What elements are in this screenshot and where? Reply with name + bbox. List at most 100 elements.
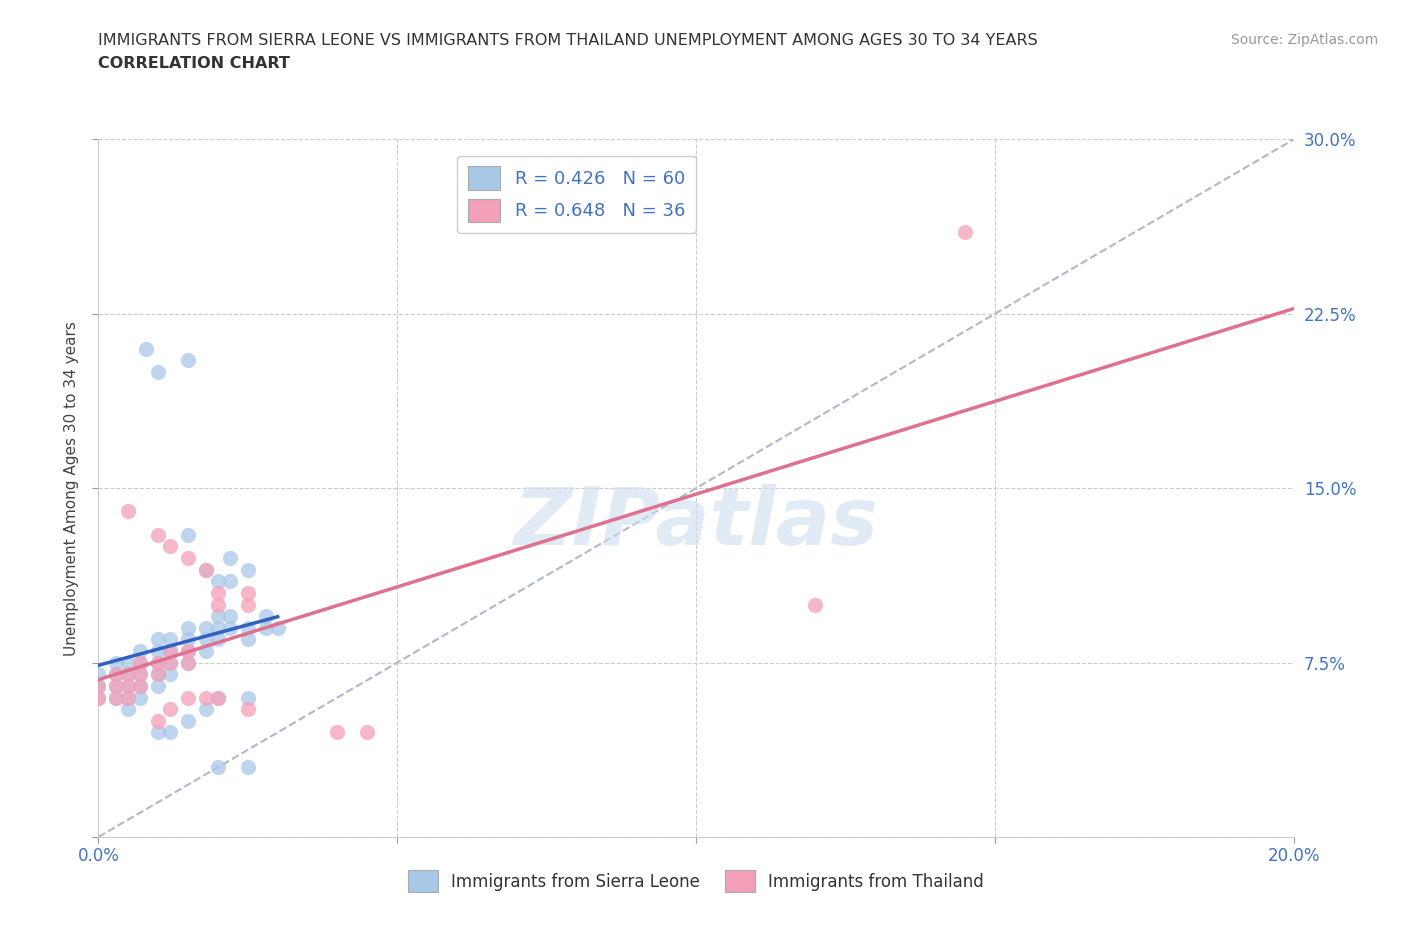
Point	[207, 690, 229, 705]
Point	[219, 609, 242, 624]
Point	[129, 667, 152, 682]
Point	[207, 597, 229, 612]
Point	[135, 341, 157, 356]
Point	[148, 365, 170, 379]
Point	[177, 713, 200, 728]
Point	[236, 632, 259, 647]
Point	[177, 690, 200, 705]
Point	[177, 527, 200, 542]
Point	[129, 667, 152, 682]
Point	[254, 609, 277, 624]
Point	[129, 679, 152, 694]
Point	[148, 655, 170, 670]
Point	[804, 597, 827, 612]
Point	[194, 690, 218, 705]
Point	[148, 644, 170, 658]
Point	[177, 644, 200, 658]
Point	[117, 667, 139, 682]
Point	[207, 574, 229, 589]
Point	[177, 655, 200, 670]
Text: Source: ZipAtlas.com: Source: ZipAtlas.com	[1230, 33, 1378, 46]
Point	[177, 644, 200, 658]
Point	[117, 667, 139, 682]
Point	[326, 725, 349, 740]
Point	[194, 632, 218, 647]
Point	[105, 690, 128, 705]
Point	[105, 655, 128, 670]
Point	[105, 679, 128, 694]
Point	[159, 539, 181, 554]
Point	[236, 760, 259, 775]
Point	[254, 620, 277, 635]
Point	[236, 562, 259, 577]
Point	[129, 644, 152, 658]
Point	[159, 655, 181, 670]
Point	[105, 667, 128, 682]
Point	[148, 725, 170, 740]
Point	[236, 620, 259, 635]
Point	[129, 679, 152, 694]
Point	[117, 655, 139, 670]
Point	[267, 620, 290, 635]
Point	[177, 551, 200, 565]
Point	[87, 679, 110, 694]
Point	[148, 679, 170, 694]
Point	[148, 655, 170, 670]
Point	[129, 655, 152, 670]
Point	[159, 644, 181, 658]
Point	[148, 632, 170, 647]
Point	[87, 690, 110, 705]
Point	[207, 760, 229, 775]
Point	[194, 701, 218, 716]
Point	[236, 701, 259, 716]
Point	[148, 713, 170, 728]
Point	[219, 620, 242, 635]
Point	[177, 352, 200, 367]
Point	[117, 690, 139, 705]
Point	[159, 632, 181, 647]
Point	[148, 667, 170, 682]
Point	[177, 620, 200, 635]
Point	[105, 679, 128, 694]
Point	[105, 667, 128, 682]
Point	[236, 690, 259, 705]
Point	[236, 586, 259, 601]
Point	[159, 701, 181, 716]
Point	[177, 655, 200, 670]
Point	[953, 225, 976, 240]
Point	[207, 586, 229, 601]
Point	[159, 655, 181, 670]
Point	[207, 620, 229, 635]
Point	[159, 667, 181, 682]
Point	[117, 701, 139, 716]
Point	[194, 644, 218, 658]
Point	[194, 562, 218, 577]
Y-axis label: Unemployment Among Ages 30 to 34 years: Unemployment Among Ages 30 to 34 years	[65, 321, 79, 656]
Point	[129, 690, 152, 705]
Point	[117, 504, 139, 519]
Point	[219, 551, 242, 565]
Point	[177, 632, 200, 647]
Point	[129, 655, 152, 670]
Point	[356, 725, 378, 740]
Point	[207, 632, 229, 647]
Text: ZIPatlas: ZIPatlas	[513, 485, 879, 562]
Point	[117, 679, 139, 694]
Point	[87, 690, 110, 705]
Point	[148, 667, 170, 682]
Point	[117, 690, 139, 705]
Point	[105, 690, 128, 705]
Point	[194, 620, 218, 635]
Point	[117, 679, 139, 694]
Point	[159, 644, 181, 658]
Point	[207, 690, 229, 705]
Point	[148, 527, 170, 542]
Point	[159, 725, 181, 740]
Text: CORRELATION CHART: CORRELATION CHART	[98, 56, 290, 71]
Point	[87, 667, 110, 682]
Point	[87, 679, 110, 694]
Point	[194, 562, 218, 577]
Text: IMMIGRANTS FROM SIERRA LEONE VS IMMIGRANTS FROM THAILAND UNEMPLOYMENT AMONG AGES: IMMIGRANTS FROM SIERRA LEONE VS IMMIGRAN…	[98, 33, 1038, 47]
Legend: Immigrants from Sierra Leone, Immigrants from Thailand: Immigrants from Sierra Leone, Immigrants…	[401, 864, 991, 898]
Point	[207, 609, 229, 624]
